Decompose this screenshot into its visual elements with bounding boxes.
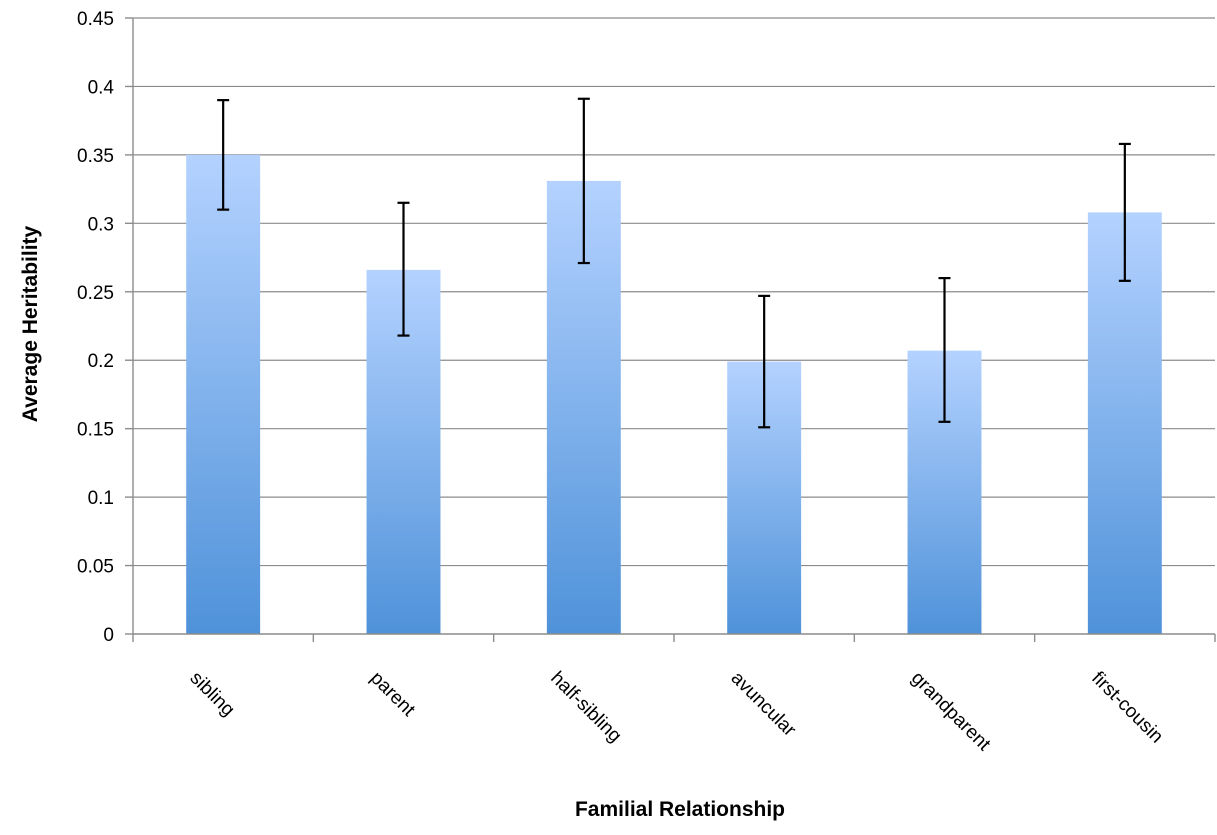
y-tick-label: 0.3 — [88, 214, 114, 235]
error-bars — [217, 97, 1131, 429]
bar-sibling — [186, 154, 261, 634]
y-tick-label: 0.2 — [88, 351, 114, 372]
y-tick-label: 0.4 — [88, 77, 115, 98]
x-tick-label-sibling: sibling — [186, 668, 239, 721]
error-bar-first-cousin — [1118, 142, 1131, 282]
y-tick-labels: 0 0.05 0.1 0.15 0.2 0.25 0.3 0.35 0.4 0.45 — [77, 9, 114, 646]
x-tick-label-avuncular: avuncular — [727, 668, 801, 742]
bars — [186, 154, 1162, 635]
y-tick-label: 0.15 — [77, 420, 114, 441]
x-tick-label-grandparent: grandparent — [907, 668, 995, 756]
x-axis-title: Familial Relationship — [575, 798, 785, 821]
bar-first-cousin — [1087, 212, 1162, 635]
y-tick-label: 0.25 — [77, 283, 114, 304]
y-axis-title: Average Heritability — [19, 225, 42, 422]
error-bar-parent — [397, 201, 410, 337]
x-tick-label-parent: parent — [366, 668, 419, 721]
error-bar-avuncular — [758, 294, 771, 429]
error-bar-grandparent — [938, 276, 951, 423]
y-tick-label: 0.1 — [88, 488, 114, 509]
error-bar-sibling — [217, 99, 230, 211]
x-tick-labels: sibling parent half-sibling avuncular grandp… — [186, 668, 1167, 756]
y-tick-label: 0.05 — [77, 557, 114, 578]
error-bar-half-sibling — [577, 97, 590, 265]
axes — [132, 18, 1216, 642]
x-tick-label-first-cousin: first-cousin — [1087, 668, 1167, 748]
x-tick-label-half-sibling: half-sibling — [546, 668, 625, 747]
y-tick-label: 0 — [103, 625, 114, 646]
y-tick-label: 0.35 — [77, 146, 114, 167]
y-tick-label: 0.45 — [77, 9, 114, 30]
gridlines — [125, 17, 1215, 635]
